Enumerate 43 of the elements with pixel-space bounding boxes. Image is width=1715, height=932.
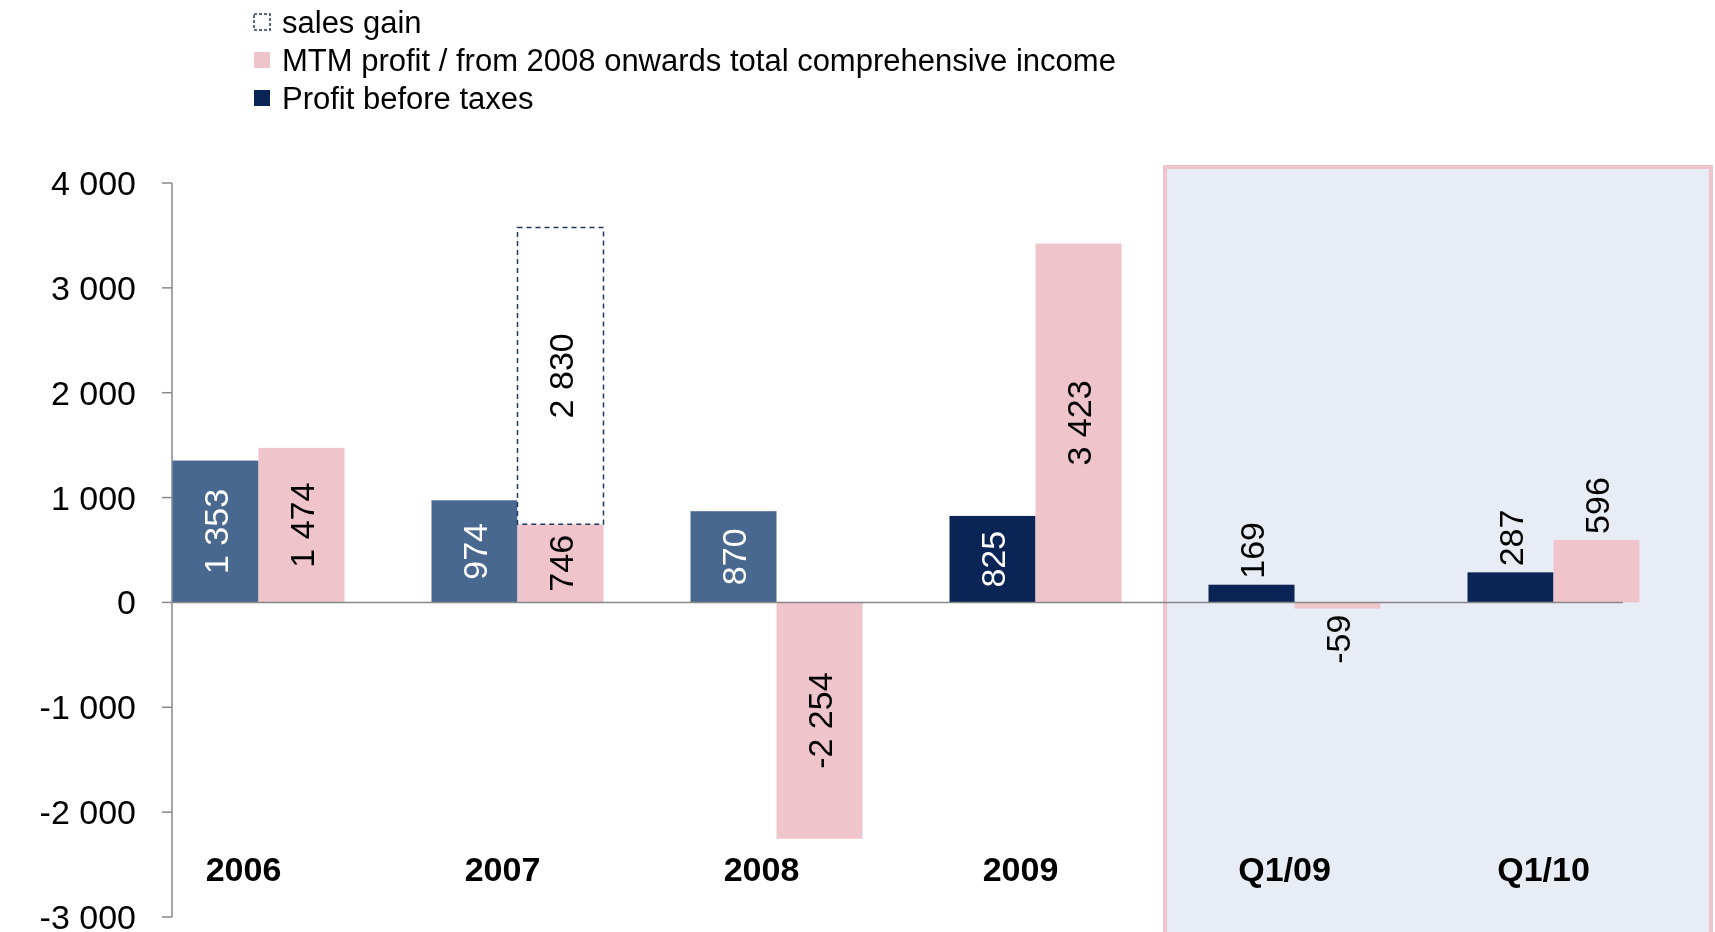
bar (431, 500, 518, 603)
data-label: 974 (455, 523, 494, 580)
y-tick-label: 0 (117, 583, 136, 622)
x-tick-label: Q1/09 (1238, 850, 1331, 888)
data-label: 825 (973, 530, 1012, 588)
data-label: 3 423 (1059, 380, 1098, 466)
x-tick-label: 2009 (982, 850, 1059, 888)
data-label: 169 (1232, 521, 1271, 579)
bar (517, 524, 604, 603)
bar (172, 460, 259, 603)
x-tick-label: Q1/10 (1497, 850, 1590, 888)
legend-label: Profit before taxes (282, 80, 534, 116)
bar (690, 511, 777, 603)
data-label: 596 (1577, 477, 1616, 534)
data-label: -59 (1318, 614, 1357, 664)
bar (1467, 572, 1554, 603)
y-tick-label: 2 000 (50, 373, 136, 412)
x-tick-label: 2006 (205, 850, 282, 888)
y-tick-label: -2 000 (39, 793, 136, 832)
data-label: 746 (541, 534, 580, 592)
bar (516, 226, 605, 525)
y-tick-label: -1 000 (39, 688, 136, 727)
y-tick-label: 4 000 (50, 164, 136, 202)
x-tick-label: 2007 (464, 850, 541, 888)
bar (949, 515, 1036, 603)
data-label: 287 (1491, 509, 1530, 567)
bar (776, 602, 863, 839)
x-tick-label: 2008 (723, 850, 800, 888)
legend-label: MTM profit / from 2008 onwards total comprehensive income (282, 42, 1116, 78)
bar (1208, 584, 1295, 603)
y-tick-label: 3 000 (50, 268, 136, 307)
bar (1553, 539, 1640, 603)
bar (258, 447, 345, 603)
legend-label: sales gain (282, 4, 422, 40)
data-label: 2 830 (541, 333, 580, 419)
bar (1035, 243, 1122, 603)
data-label: 1 353 (196, 488, 235, 575)
data-label: -2 254 (800, 672, 839, 769)
y-tick-label: -3 000 (39, 898, 136, 932)
data-label: 870 (714, 528, 753, 586)
data-label: 1 474 (282, 482, 321, 568)
bar (1294, 602, 1381, 609)
y-tick-label: 1 000 (50, 478, 136, 517)
